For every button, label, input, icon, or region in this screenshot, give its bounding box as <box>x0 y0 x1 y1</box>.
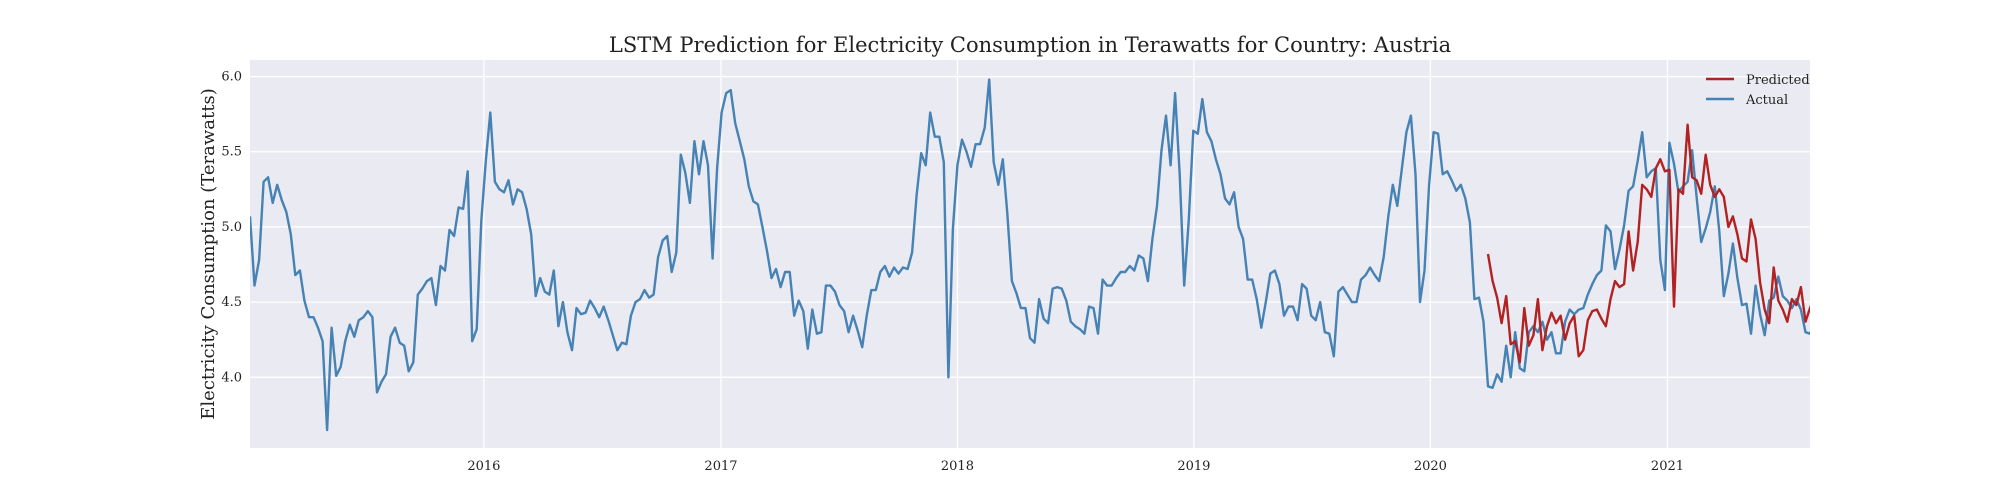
y-tick-label: 4.5 <box>221 295 242 310</box>
legend-label-predicted: Predicted <box>1746 73 1810 88</box>
y-tick-labels: 4.0 4.5 5.0 5.5 6.0 <box>221 70 242 386</box>
grid <box>250 60 1810 448</box>
chart-title: LSTM Prediction for Electricity Consumpt… <box>609 33 1451 57</box>
x-tick-label: 2017 <box>704 459 737 474</box>
series-lines <box>250 78 1810 432</box>
x-tick-label: 2018 <box>941 459 974 474</box>
legend-label-actual: Actual <box>1745 93 1788 108</box>
y-tick-label: 5.5 <box>221 145 242 160</box>
x-tick-label: 2021 <box>1651 459 1684 474</box>
y-axis-label: Electricity Consumption (Terawatts) <box>198 88 219 419</box>
series-line-actual <box>250 78 1810 432</box>
series-line-predicted <box>1486 123 1810 364</box>
y-tick-label: 5.0 <box>221 220 242 235</box>
y-tick-label: 4.0 <box>221 370 242 385</box>
plot-area <box>250 60 1810 448</box>
x-tick-label: 2019 <box>1177 459 1210 474</box>
x-tick-labels: 2016 2017 2018 2019 2020 2021 <box>467 459 1684 474</box>
x-tick-label: 2020 <box>1414 459 1447 474</box>
y-tick-label: 6.0 <box>221 70 242 85</box>
x-tick-label: 2016 <box>467 459 500 474</box>
legend: Predicted Actual <box>1706 73 1810 108</box>
